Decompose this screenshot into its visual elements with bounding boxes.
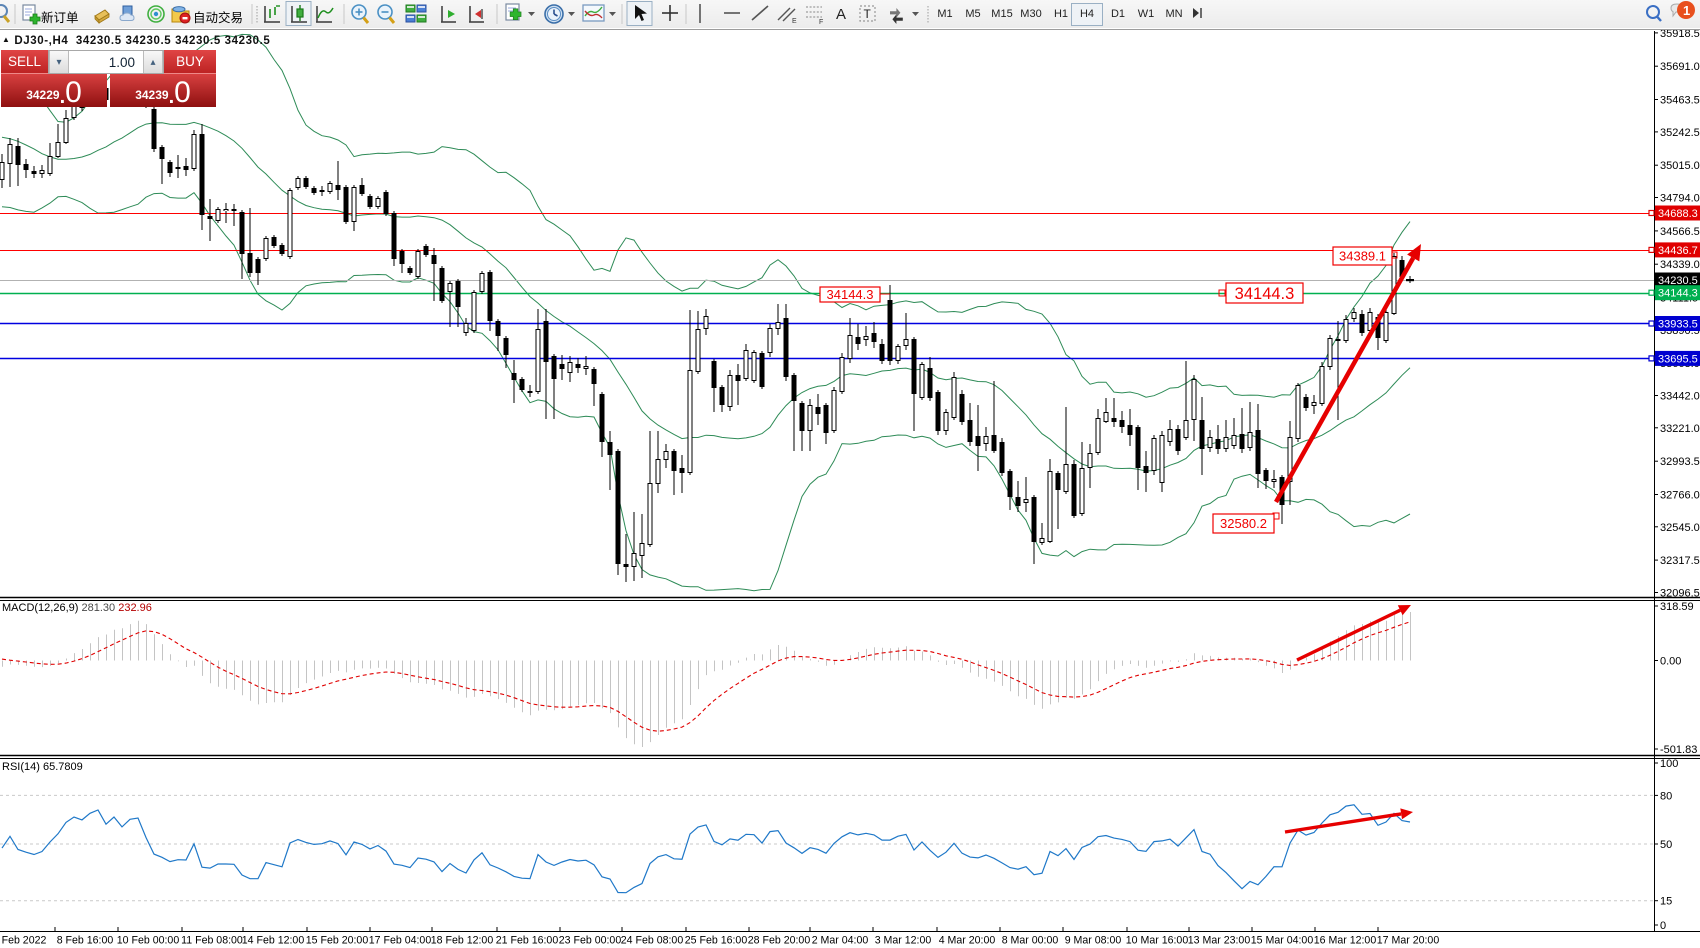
svg-text:32545.0: 32545.0 <box>1660 522 1700 534</box>
svg-text:10 Mar 16:00: 10 Mar 16:00 <box>1126 935 1189 947</box>
svg-text:34144.3: 34144.3 <box>1235 285 1295 303</box>
svg-text:RSI(14) 65.7809: RSI(14) 65.7809 <box>2 761 83 773</box>
svg-text:-501.83: -501.83 <box>1660 744 1697 756</box>
svg-text:34566.5: 34566.5 <box>1660 226 1700 238</box>
svg-text:35918.5: 35918.5 <box>1660 30 1700 40</box>
svg-text:32580.2: 32580.2 <box>1220 516 1267 531</box>
svg-text:28 Feb 20:00: 28 Feb 20:00 <box>748 935 811 947</box>
svg-text:8 Mar 00:00: 8 Mar 00:00 <box>1002 935 1059 947</box>
svg-text:1: 1 <box>1683 3 1690 18</box>
svg-text:A: A <box>836 6 846 23</box>
svg-text:3 Mar 12:00: 3 Mar 12:00 <box>875 935 932 947</box>
svg-text:34389.1: 34389.1 <box>1339 249 1386 264</box>
svg-text:80: 80 <box>1660 790 1672 802</box>
svg-text:15 Mar 04:00: 15 Mar 04:00 <box>1251 935 1314 947</box>
svg-text:E: E <box>792 18 797 25</box>
svg-text:15 Feb 20:00: 15 Feb 20:00 <box>306 935 369 947</box>
svg-text:32766.0: 32766.0 <box>1660 490 1700 502</box>
svg-text:33221.0: 33221.0 <box>1660 423 1700 435</box>
svg-text:11 Feb 08:00: 11 Feb 08:00 <box>181 935 243 947</box>
svg-text:34144.3: 34144.3 <box>827 287 874 302</box>
svg-text:32096.5: 32096.5 <box>1660 588 1700 600</box>
svg-text:34794.0: 34794.0 <box>1660 193 1700 205</box>
svg-text:23 Feb 00:00: 23 Feb 00:00 <box>559 935 622 947</box>
svg-text:33442.0: 33442.0 <box>1660 391 1700 403</box>
svg-text:32993.5: 32993.5 <box>1660 456 1700 468</box>
svg-text:50: 50 <box>1660 839 1672 851</box>
svg-text:2 Mar 04:00: 2 Mar 04:00 <box>812 935 869 947</box>
svg-text:34688.3: 34688.3 <box>1658 208 1698 220</box>
svg-text:17 Feb 04:00: 17 Feb 04:00 <box>369 935 432 947</box>
svg-text:35463.5: 35463.5 <box>1660 95 1700 107</box>
svg-text:34339.0: 34339.0 <box>1660 259 1700 271</box>
svg-text:35242.5: 35242.5 <box>1660 127 1700 139</box>
svg-text:MACD(12,26,9) 281.30 232.96: MACD(12,26,9) 281.30 232.96 <box>2 602 152 614</box>
svg-text:100: 100 <box>1660 758 1678 770</box>
svg-text:33695.5: 33695.5 <box>1658 353 1698 365</box>
svg-text:33933.5: 33933.5 <box>1658 319 1698 331</box>
svg-text:34230.5: 34230.5 <box>1658 275 1698 287</box>
svg-text:318.59: 318.59 <box>1660 601 1694 613</box>
svg-text:21 Feb 16:00: 21 Feb 16:00 <box>496 935 559 947</box>
svg-text:10 Feb 00:00: 10 Feb 00:00 <box>117 935 180 947</box>
svg-text:34436.7: 34436.7 <box>1658 245 1698 257</box>
svg-text:35691.0: 35691.0 <box>1660 61 1700 73</box>
svg-text:T: T <box>864 7 872 21</box>
svg-text:13 Mar 23:00: 13 Mar 23:00 <box>1188 935 1251 947</box>
svg-text:0.00: 0.00 <box>1660 656 1681 668</box>
svg-text:4 Mar 20:00: 4 Mar 20:00 <box>939 935 996 947</box>
svg-text:25 Feb 16:00: 25 Feb 16:00 <box>685 935 748 947</box>
svg-text:18 Feb 12:00: 18 Feb 12:00 <box>431 935 494 947</box>
svg-text:15: 15 <box>1660 896 1672 908</box>
svg-text:Feb 2022: Feb 2022 <box>2 935 47 947</box>
svg-text:24 Feb 08:00: 24 Feb 08:00 <box>621 935 684 947</box>
svg-text:32317.5: 32317.5 <box>1660 555 1700 567</box>
svg-text:34144.3: 34144.3 <box>1658 288 1698 300</box>
svg-text:8 Feb 16:00: 8 Feb 16:00 <box>57 935 114 947</box>
svg-text:0: 0 <box>1660 920 1666 932</box>
svg-text:35015.0: 35015.0 <box>1660 160 1700 172</box>
svg-text:14 Feb 12:00: 14 Feb 12:00 <box>242 935 305 947</box>
svg-text:17 Mar 20:00: 17 Mar 20:00 <box>1377 935 1440 947</box>
svg-text:F: F <box>819 19 823 26</box>
svg-text:16 Mar 12:00: 16 Mar 12:00 <box>1314 935 1377 947</box>
svg-text:9 Mar 08:00: 9 Mar 08:00 <box>1065 935 1122 947</box>
